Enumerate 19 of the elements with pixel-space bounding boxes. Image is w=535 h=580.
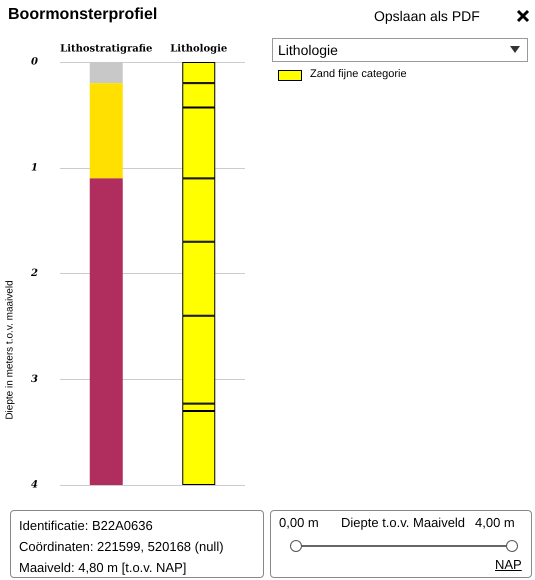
y-tick-label: 2 [30, 268, 38, 279]
text: Identificatie: B22A0636 [19, 517, 154, 535]
y-tick-label: 0 [31, 56, 38, 68]
text: Zand fijne categorie [310, 68, 407, 80]
text: 4,00 m [475, 515, 515, 530]
text: Opslaan als PDF [374, 8, 480, 24]
text: Maaiveld: 4,80 m [t.o.v. NAP] [19, 559, 188, 577]
x-tick-label: Lithostratigrafie [60, 44, 152, 54]
y-axis-title: Diepte in meters t.o.v. maaiveld [4, 280, 16, 420]
y-tick-label: 1 [31, 162, 38, 174]
text: Diepte t.o.v. Maaiveld [341, 515, 466, 530]
text: 0,00 m [279, 515, 319, 530]
chart-title: Boormonsterprofiel [8, 6, 158, 24]
text: Coördinaten: 221599, 520168 (null) [19, 538, 225, 556]
text: NAP [495, 557, 522, 572]
y-tick-label: 4 [31, 480, 38, 490]
bar [90, 178, 123, 485]
y-tick-label: 3 [31, 374, 38, 385]
bar [90, 83, 123, 178]
